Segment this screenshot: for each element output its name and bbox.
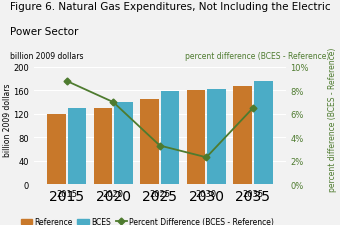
Text: percent difference (BCES - Reference): percent difference (BCES - Reference) [328, 47, 337, 191]
Bar [47, 114, 66, 184]
Bar [94, 108, 112, 184]
Bar [68, 108, 86, 184]
Bar [207, 89, 226, 184]
Bar [114, 103, 133, 184]
Text: percent difference (BCES - Reference): percent difference (BCES - Reference) [185, 52, 330, 61]
Text: Power Sector: Power Sector [10, 27, 79, 37]
Legend: Reference, BCES, Percent Difference (BCES - Reference): Reference, BCES, Percent Difference (BCE… [18, 214, 277, 225]
Bar [140, 100, 159, 184]
Bar [234, 86, 252, 184]
Text: billion 2009 dollars: billion 2009 dollars [3, 83, 12, 156]
Text: Figure 6. Natural Gas Expenditures, Not Including the Electric: Figure 6. Natural Gas Expenditures, Not … [10, 2, 331, 12]
Bar [187, 91, 205, 184]
Bar [161, 92, 180, 184]
Text: billion 2009 dollars: billion 2009 dollars [10, 52, 84, 61]
Bar [254, 82, 273, 184]
